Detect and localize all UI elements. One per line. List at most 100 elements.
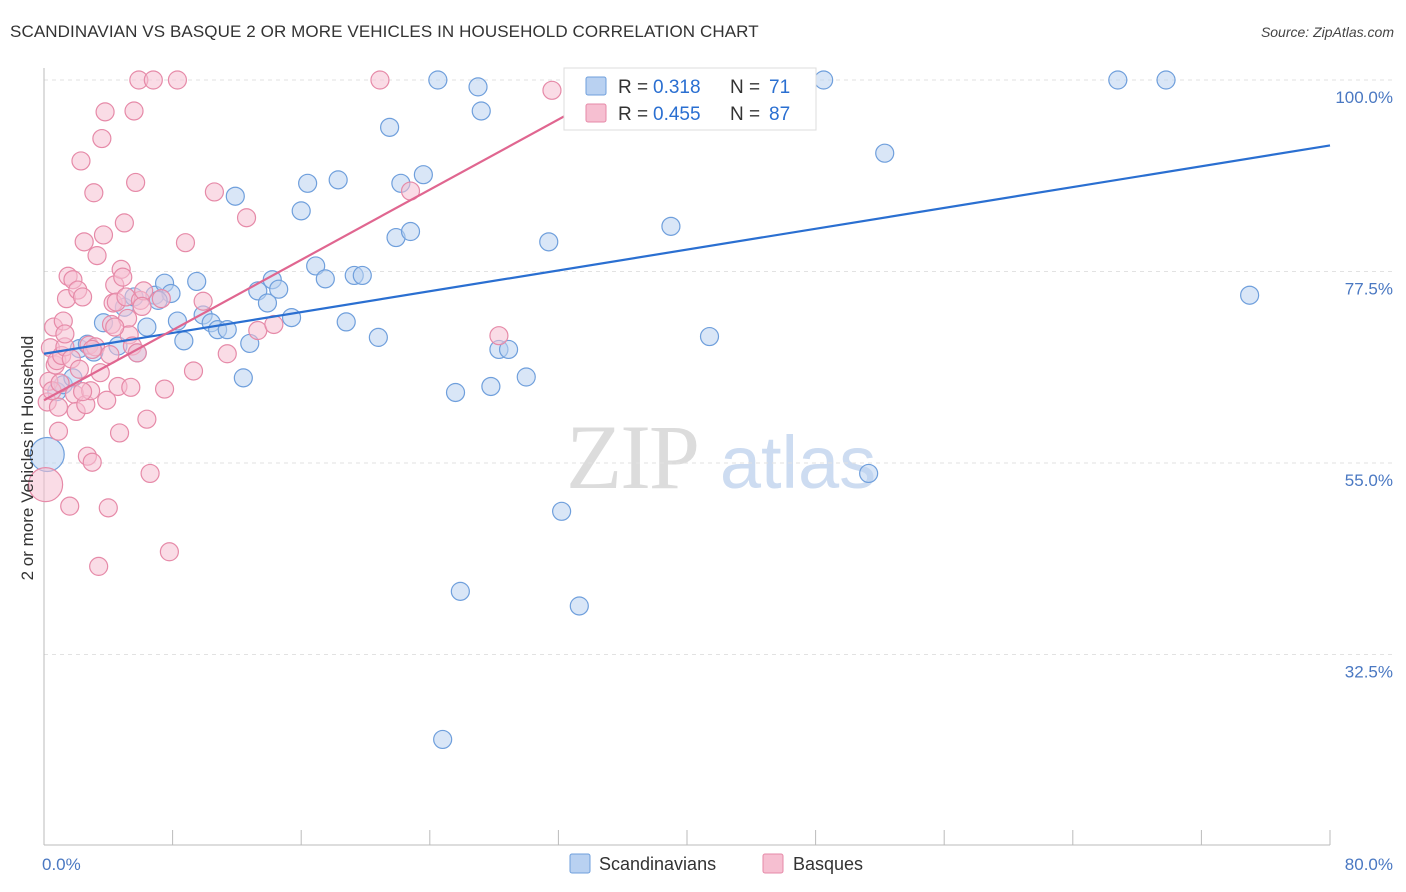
data-point-scandinavians — [1156, 70, 1176, 90]
data-point-basques — [151, 289, 171, 309]
data-point-basques — [204, 182, 224, 202]
data-point-scandinavians — [380, 117, 400, 137]
data-point-basques — [84, 183, 104, 203]
data-point-basques — [167, 70, 188, 90]
data-point-basques — [82, 452, 102, 472]
data-point-scandinavians — [859, 463, 879, 484]
data-point-scandinavians — [291, 201, 311, 221]
trend-lines — [43, 79, 1331, 402]
data-point-scandinavians — [306, 256, 326, 276]
data-point-basques — [71, 151, 91, 171]
data-point-basques — [72, 382, 93, 402]
data-point-scandinavians — [257, 293, 278, 313]
data-point-scandinavians — [281, 307, 302, 328]
data-point-scandinavians — [269, 279, 289, 299]
data-point-scandinavians — [428, 70, 448, 90]
data-points — [28, 70, 1260, 750]
y-tick-label: 32.5% — [1345, 663, 1393, 682]
data-point-basques — [55, 324, 75, 344]
data-point-scandinavians — [1108, 70, 1128, 90]
legend-swatch-basques — [585, 103, 607, 123]
data-point-basques — [217, 344, 237, 364]
data-point-basques — [236, 208, 257, 228]
data-point-scandinavians — [1240, 285, 1260, 305]
watermark-zip: ZIP — [566, 406, 698, 508]
data-point-scandinavians — [433, 729, 453, 750]
chart-title: SCANDINAVIAN VS BASQUE 2 OR MORE VEHICLE… — [10, 22, 759, 41]
data-point-basques — [114, 213, 134, 233]
data-point-scandinavians — [315, 269, 335, 289]
data-point-basques — [143, 70, 163, 90]
data-point-basques — [121, 377, 141, 397]
data-point-basques — [248, 320, 268, 341]
data-point-scandinavians — [450, 581, 470, 601]
data-point-scandinavians — [400, 221, 421, 242]
data-point-scandinavians — [699, 326, 720, 347]
grid-lines — [44, 79, 1393, 655]
legend-swatch-scandinavians — [585, 76, 607, 96]
data-point-basques — [82, 339, 102, 360]
data-point-basques — [48, 397, 69, 417]
data-point-basques — [127, 343, 147, 363]
data-point-scandinavians — [328, 170, 348, 190]
data-point-basques — [132, 296, 152, 317]
data-point-basques — [72, 287, 93, 307]
legend-r-label-2: R = — [618, 104, 648, 125]
legend-n-value-1: 71 — [769, 77, 790, 98]
series-legend-label-basques[interactable]: Basques — [793, 854, 863, 874]
legend-n-label-2: N = — [730, 104, 760, 125]
data-point-basques — [28, 467, 64, 503]
data-point-basques — [140, 463, 160, 484]
data-point-basques — [489, 326, 509, 346]
data-point-basques — [126, 172, 146, 193]
data-point-scandinavians — [498, 339, 519, 360]
data-point-scandinavians — [661, 216, 681, 236]
data-point-basques — [87, 246, 107, 266]
data-point-basques — [154, 379, 175, 399]
data-point-basques — [193, 291, 213, 311]
data-point-basques — [93, 225, 114, 245]
y-tick-label: 77.5% — [1345, 280, 1393, 299]
data-point-scandinavians — [516, 367, 536, 387]
y-tick-label: 100.0% — [1335, 88, 1393, 107]
data-point-basques — [159, 542, 179, 562]
data-point-basques — [89, 556, 109, 576]
data-point-basques — [109, 423, 130, 443]
correlation-legend: R = 0.318 N = 71 R = 0.455 N = 87 — [563, 67, 817, 131]
data-point-basques — [183, 361, 204, 381]
data-point-scandinavians — [352, 265, 372, 286]
data-point-basques — [175, 233, 196, 253]
data-point-basques — [124, 101, 144, 121]
data-point-scandinavians — [814, 70, 834, 90]
data-point-basques — [74, 232, 94, 252]
data-point-scandinavians — [539, 232, 559, 252]
x-tick-label-min: 0.0% — [42, 855, 81, 874]
data-point-basques — [98, 498, 118, 518]
data-point-scandinavians — [174, 331, 194, 351]
data-point-scandinavians — [875, 143, 895, 163]
data-point-basques — [137, 409, 157, 429]
series-legend-swatch-scandinavians[interactable] — [569, 853, 591, 874]
data-point-basques — [69, 359, 89, 379]
y-tick-label: 55.0% — [1345, 471, 1393, 490]
data-point-basques — [48, 421, 69, 441]
legend-r-value-1: 0.318 — [653, 77, 701, 98]
series-legend-label-scandinavians[interactable]: Scandinavians — [599, 854, 716, 874]
legend-r-label-1: R = — [618, 77, 648, 98]
trend-line-scandinavians — [43, 144, 1331, 355]
y-axis-label: 2 or more Vehicles in Household — [18, 336, 37, 581]
data-point-scandinavians — [445, 382, 466, 403]
data-point-scandinavians — [552, 501, 572, 521]
series-legend-swatch-basques[interactable] — [762, 853, 784, 874]
chart-source: Source: ZipAtlas.com — [1260, 24, 1394, 40]
data-point-scandinavians — [225, 186, 245, 206]
data-point-basques — [95, 102, 115, 122]
data-point-basques — [97, 390, 117, 410]
x-tick-label-max: 80.0% — [1345, 855, 1393, 874]
data-point-scandinavians — [298, 173, 318, 193]
data-point-basques — [370, 70, 390, 90]
data-point-scandinavians — [187, 271, 207, 292]
data-point-scandinavians — [481, 376, 501, 397]
legend-r-value-2: 0.455 — [653, 104, 701, 125]
